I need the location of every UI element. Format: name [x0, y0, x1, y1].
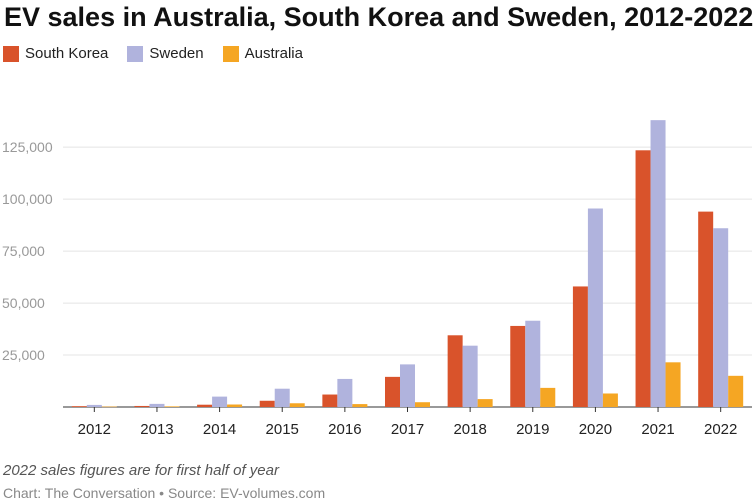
bar-australia [665, 362, 681, 407]
bar-australia [540, 387, 556, 407]
bar-sweden [274, 388, 290, 407]
bar-australia [352, 404, 368, 407]
bar-south-korea [134, 405, 150, 407]
bar-australia [477, 399, 493, 407]
bar-chart: 25,000 50,000 75,000 100,000 125,000 2012 2013… [2, 120, 752, 438]
y-tick-label: 25,000 [2, 347, 45, 363]
chart-note: 2022 sales figures are for first half of… [3, 462, 279, 479]
bar-south-korea [447, 335, 463, 407]
bar-sweden [337, 378, 353, 407]
bar-south-korea [71, 406, 87, 407]
bar-australia [602, 393, 618, 407]
bar-sweden [400, 364, 415, 407]
bar-sweden [212, 396, 228, 407]
legend-label-australia: Australia [244, 45, 303, 62]
bar-south-korea [259, 400, 275, 407]
bar-sweden [149, 403, 165, 407]
x-tick-label: 2019 [516, 421, 549, 438]
bar-sweden [713, 228, 729, 407]
legend-swatch-sweden [127, 45, 144, 62]
x-tick-label: 2015 [266, 421, 299, 438]
bar-australia [289, 403, 305, 407]
bar-sweden [650, 120, 666, 408]
legend-item-south-korea: South Korea [3, 45, 108, 62]
legend-item-sweden: Sweden [127, 45, 204, 62]
x-tick-label: 2017 [391, 421, 424, 438]
bar-south-korea [322, 394, 338, 407]
x-tick-label: 2020 [579, 421, 612, 438]
chart-title: EV sales in Australia, South Korea and S… [4, 2, 754, 32]
bar-sweden [462, 345, 478, 407]
bar-australia [728, 375, 744, 407]
x-tick-label: 2013 [140, 421, 173, 438]
bar-south-korea [635, 150, 651, 407]
x-tick-label: 2012 [78, 421, 111, 438]
bar-south-korea [572, 286, 588, 407]
bar-south-korea [385, 376, 400, 407]
legend: South Korea Sweden Australia [3, 45, 322, 62]
y-tick-label: 125,000 [2, 139, 53, 155]
x-tick-label: 2014 [203, 421, 236, 438]
legend-label-sweden: Sweden [149, 45, 204, 62]
y-tick-label: 50,000 [2, 295, 45, 311]
bar-south-korea [510, 325, 526, 407]
bar-australia [101, 406, 117, 408]
x-tick-label: 2021 [641, 421, 674, 438]
bar-australia [227, 404, 243, 407]
bar-australia [164, 406, 180, 407]
bar-south-korea [197, 404, 213, 407]
bar-sweden [587, 208, 603, 407]
legend-swatch-australia [222, 45, 239, 62]
legend-item-australia: Australia [222, 45, 303, 62]
x-tick-label: 2016 [328, 421, 361, 438]
x-tick-label: 2018 [453, 421, 486, 438]
bar-australia [415, 402, 430, 407]
bar-sweden [86, 404, 102, 407]
bar-south-korea [698, 211, 714, 407]
legend-swatch-south-korea [3, 45, 19, 62]
y-tick-label: 75,000 [2, 243, 45, 259]
x-tick-label: 2022 [704, 421, 737, 438]
legend-label-south-korea: South Korea [25, 45, 109, 62]
y-tick-label: 100,000 [2, 191, 53, 207]
chart-source: Chart: The Conversation • Source: EV-vol… [3, 485, 326, 501]
bar-sweden [525, 320, 541, 407]
